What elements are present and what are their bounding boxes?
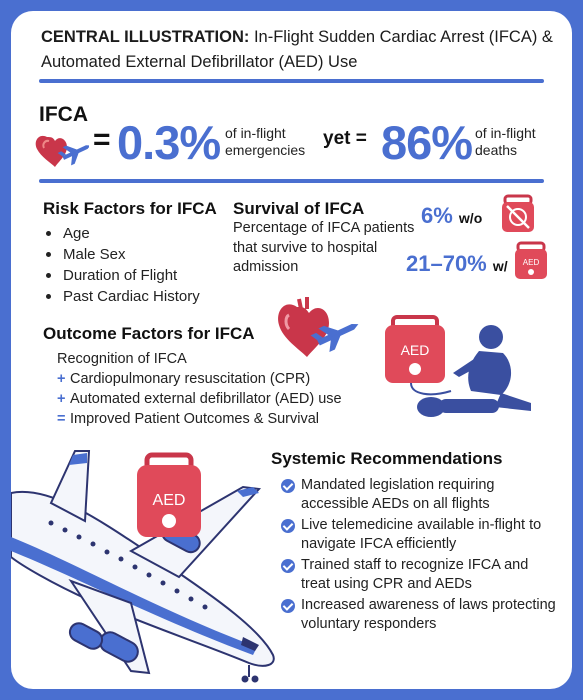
heart-plane-icon	[35, 135, 89, 167]
list-item: Male Sex	[37, 244, 200, 265]
ifca-heading: IFCA	[39, 103, 88, 126]
outcome-heading: Outcome Factors for IFCA	[43, 324, 255, 343]
list-item: Recognition of IFCA	[57, 351, 187, 367]
risk-heading: Risk Factors for IFCA	[43, 199, 217, 218]
svg-text:AED: AED	[153, 492, 186, 509]
aed-icon: AED	[137, 452, 201, 537]
infographic-card: CENTRAL ILLUSTRATION: In-Flight Sudden C…	[11, 11, 572, 689]
survival-heading: Survival of IFCA	[233, 199, 365, 218]
aed-icon: AED	[515, 241, 547, 279]
check-icon	[281, 599, 295, 613]
svg-text:AED: AED	[523, 258, 540, 267]
yet-label: yet =	[323, 128, 367, 149]
list-item: Mandated legislation requiring accessibl…	[281, 476, 561, 514]
stat-emergencies-label: of in-flight emergencies	[225, 125, 306, 158]
cpr-figure-icon: AED	[385, 315, 531, 417]
list-item: Age	[37, 223, 200, 244]
survival-description: Percentage of IFCA patients that survive…	[233, 220, 415, 275]
check-icon	[281, 479, 295, 493]
list-item: + Cardiopulmonary resuscitation (CPR)	[57, 371, 311, 387]
list-item: Duration of Flight	[37, 265, 200, 286]
survival-without: 6% w/o	[421, 203, 483, 228]
list-item: Trained staff to recognize IFCA and trea…	[281, 556, 561, 594]
svg-text:AED: AED	[401, 342, 430, 358]
recommendations-heading: Systemic Recommendations	[271, 449, 503, 468]
list-item: Live telemedicine available in-flight to…	[281, 516, 561, 554]
outcome-list: Recognition of IFCA + Cardiopulmonary res…	[57, 349, 417, 429]
check-icon	[281, 519, 295, 533]
stat-deaths-value: 86%	[381, 116, 473, 169]
aed-crossed-icon	[502, 194, 534, 232]
check-icon	[281, 559, 295, 573]
list-item: Past Cardiac History	[37, 286, 200, 307]
stat-deaths-label: of in-flight deaths	[475, 125, 536, 158]
risk-list: Age Male Sex Duration of Flight Past Car…	[37, 223, 200, 307]
list-item: Increased awareness of laws protecting v…	[281, 596, 561, 634]
divider	[39, 179, 544, 183]
equals-sign: =	[93, 123, 111, 156]
list-item: + Automated external defibrillator (AED) …	[57, 391, 342, 407]
page-title: CENTRAL ILLUSTRATION: In-Flight Sudden C…	[41, 28, 553, 71]
divider	[39, 79, 544, 83]
stat-emergencies-value: 0.3%	[117, 116, 221, 169]
recommendations-list: Mandated legislation requiring accessibl…	[281, 476, 561, 636]
survival-with: 21–70% w/	[406, 251, 508, 276]
list-item: = Improved Patient Outcomes & Survival	[57, 411, 320, 427]
heart-plane-illustration	[278, 297, 359, 357]
